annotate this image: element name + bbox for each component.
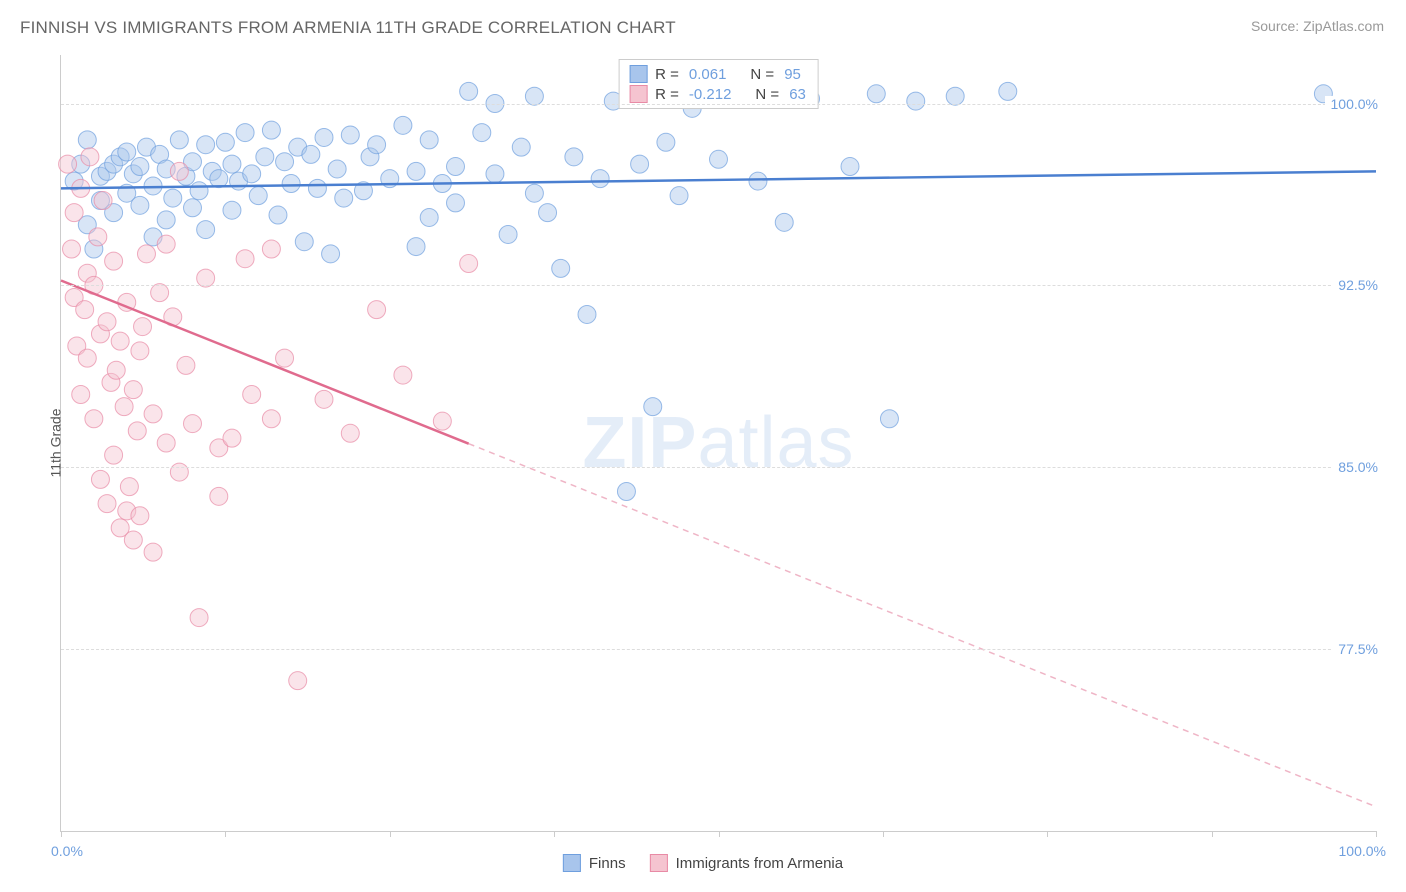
chart-container: FINNISH VS IMMIGRANTS FROM ARMENIA 11TH …: [0, 0, 1406, 892]
series-legend-item: Immigrants from Armenia: [650, 854, 844, 872]
y-tick-label: 92.5%: [1332, 277, 1378, 293]
n-value: 95: [784, 66, 801, 83]
x-tick: [554, 831, 555, 837]
x-tick: [61, 831, 62, 837]
scatter-svg: [61, 55, 1376, 831]
n-value: 63: [789, 86, 806, 103]
r-label: R =: [655, 66, 679, 83]
series-legend-label: Finns: [589, 855, 626, 872]
series-legend: Finns Immigrants from Armenia: [563, 854, 843, 872]
legend-swatch: [629, 65, 647, 83]
r-value: -0.212: [689, 86, 732, 103]
r-label: R =: [655, 86, 679, 103]
series-legend-item: Finns: [563, 854, 626, 872]
x-tick: [1047, 831, 1048, 837]
source-attribution: Source: ZipAtlas.com: [1251, 18, 1384, 34]
legend-swatch: [563, 854, 581, 872]
y-tick-label: 77.5%: [1332, 641, 1378, 657]
x-axis-max-label: 100.0%: [1339, 843, 1386, 859]
x-tick: [719, 831, 720, 837]
x-tick: [390, 831, 391, 837]
gridline: [61, 104, 1376, 105]
gridline: [61, 467, 1376, 468]
gridline: [61, 649, 1376, 650]
plot-area: 11th Grade ZIPatlas R = 0.061 N = 95 R =…: [60, 55, 1376, 832]
x-tick: [225, 831, 226, 837]
stats-legend: R = 0.061 N = 95 R = -0.212 N = 63: [618, 59, 819, 109]
x-tick: [883, 831, 884, 837]
n-label: N =: [755, 86, 779, 103]
y-tick-label: 85.0%: [1332, 459, 1378, 475]
stats-legend-row: R = -0.212 N = 63: [629, 84, 808, 104]
source-prefix: Source:: [1251, 18, 1303, 34]
n-label: N =: [750, 66, 774, 83]
x-axis-min-label: 0.0%: [51, 843, 83, 859]
chart-title: FINNISH VS IMMIGRANTS FROM ARMENIA 11TH …: [20, 18, 676, 38]
stats-legend-row: R = 0.061 N = 95: [629, 64, 808, 84]
legend-swatch: [629, 85, 647, 103]
r-value: 0.061: [689, 66, 727, 83]
x-tick: [1212, 831, 1213, 837]
x-tick: [1376, 831, 1377, 837]
legend-swatch: [650, 854, 668, 872]
gridline: [61, 285, 1376, 286]
source-name: ZipAtlas.com: [1303, 18, 1384, 34]
y-tick-label: 100.0%: [1325, 96, 1378, 112]
series-legend-label: Immigrants from Armenia: [676, 855, 844, 872]
